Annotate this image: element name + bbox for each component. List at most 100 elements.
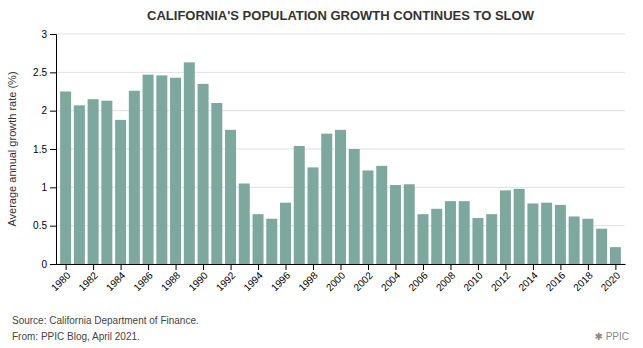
tick-mark	[560, 264, 561, 270]
axis-line	[50, 35, 57, 265]
tick-label: 2018	[571, 269, 595, 293]
tick-mark	[615, 264, 616, 270]
bar	[417, 214, 428, 264]
tick-label: 1986	[131, 269, 155, 293]
bar	[198, 84, 209, 264]
y-axis-title: Average annual growth rate (%)	[6, 71, 18, 226]
grid	[56, 34, 625, 264]
tick: 1990	[186, 264, 210, 293]
y-axis: 00.511.522.53	[33, 29, 56, 270]
bar	[280, 203, 291, 264]
tick-mark	[66, 264, 67, 270]
tick-mark	[121, 264, 122, 270]
bar	[404, 184, 415, 264]
tick-mark	[148, 264, 149, 270]
tick: 2002	[351, 264, 375, 293]
tick: 2008	[434, 264, 458, 293]
bar	[156, 75, 167, 264]
tick: 1994	[241, 264, 265, 293]
tick: 1984	[104, 264, 128, 293]
tick: 1	[41, 182, 56, 193]
bar	[569, 216, 580, 264]
bar	[500, 190, 511, 264]
tick-mark	[286, 264, 287, 270]
tick: 1992	[214, 264, 238, 293]
tick-mark	[50, 34, 56, 35]
tick-label: 1990	[186, 269, 210, 293]
tick: 1982	[76, 264, 100, 293]
tick: 2	[41, 105, 56, 116]
tick-mark	[50, 264, 56, 265]
tick-mark	[450, 264, 451, 270]
tick: 2010	[461, 264, 485, 293]
tick-label: 2010	[461, 269, 485, 293]
tick-label: 1.5	[33, 144, 47, 155]
tick-label: 2000	[324, 269, 348, 293]
tick: 0.5	[33, 220, 56, 231]
grid-line	[56, 72, 625, 73]
tick: 1980	[49, 264, 73, 293]
tick-mark	[368, 264, 369, 270]
tick-mark	[588, 264, 589, 270]
bar	[486, 214, 497, 264]
bar	[321, 134, 332, 264]
tick-label: 1988	[159, 269, 183, 293]
tick-mark	[341, 264, 342, 270]
tick-mark	[423, 264, 424, 270]
tick-label: 2004	[379, 269, 403, 293]
bar	[184, 62, 195, 264]
tick-label: 0.5	[33, 220, 47, 231]
tick: 0	[41, 259, 56, 270]
bar	[143, 75, 154, 264]
tick-label: 2016	[544, 269, 568, 293]
tick-label: 1980	[49, 269, 73, 293]
tick-label: 0	[41, 259, 47, 270]
tick-mark	[505, 264, 506, 270]
source-note: Source: California Department of Finance…	[12, 315, 199, 326]
tick-label: 2008	[434, 269, 458, 293]
x-axis: 1980198219841986198819901992199419961998…	[49, 264, 626, 293]
bar	[527, 203, 538, 264]
grid-line	[56, 110, 625, 111]
tick-label: 1992	[214, 269, 238, 293]
tick-mark	[395, 264, 396, 270]
bar	[555, 205, 566, 264]
tick-label: 1	[41, 182, 47, 193]
bar	[445, 201, 456, 264]
tick-label: 1984	[104, 269, 128, 293]
bar	[390, 185, 401, 264]
tick: 2016	[544, 264, 568, 293]
bar	[294, 146, 305, 264]
title: CALIFORNIA'S POPULATION GROWTH CONTINUES…	[147, 8, 535, 23]
tick: 2006	[406, 264, 430, 293]
tick-label: 3	[41, 29, 47, 40]
tick-label: 2014	[516, 269, 540, 293]
tick: 1998	[296, 264, 320, 293]
tick: 1.5	[33, 144, 56, 155]
tick-label: 1982	[76, 269, 100, 293]
tick-label: 2020	[599, 269, 623, 293]
bar	[170, 78, 181, 264]
tick: 2012	[489, 264, 513, 293]
bar	[115, 120, 126, 264]
bar	[225, 130, 236, 264]
tick-label: 2	[41, 105, 47, 116]
bar	[335, 130, 346, 264]
bar	[431, 209, 442, 264]
bar	[308, 167, 319, 264]
bar	[211, 103, 222, 264]
tick: 2014	[516, 264, 540, 293]
tick: 2018	[571, 264, 595, 293]
tick: 1996	[269, 264, 293, 293]
bar	[60, 92, 71, 265]
tick-mark	[50, 226, 56, 227]
bar	[362, 170, 373, 264]
tick: 2020	[599, 264, 623, 293]
bar	[349, 149, 360, 264]
tick-mark	[50, 149, 56, 150]
tick-mark	[176, 264, 177, 270]
bar	[239, 184, 250, 265]
tick: 2000	[324, 264, 348, 293]
tick-label: 1998	[296, 269, 320, 293]
tick-label: 2006	[406, 269, 430, 293]
